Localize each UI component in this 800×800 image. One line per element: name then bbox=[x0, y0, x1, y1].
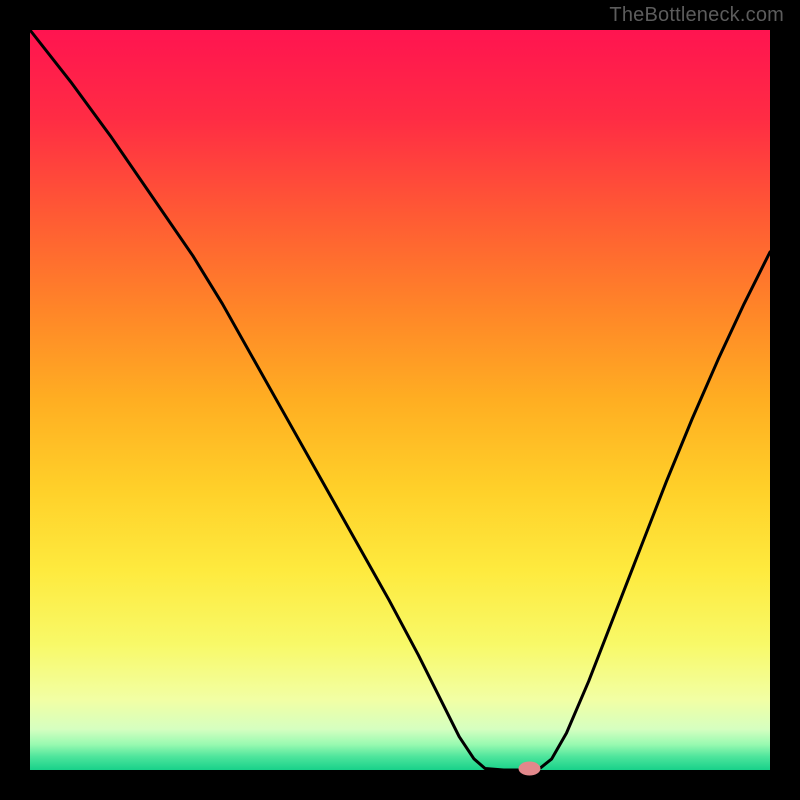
plot-background-gradient bbox=[30, 30, 770, 770]
bottleneck-chart: TheBottleneck.com bbox=[0, 0, 800, 800]
chart-canvas bbox=[0, 0, 800, 800]
optimal-point-marker bbox=[519, 762, 541, 776]
